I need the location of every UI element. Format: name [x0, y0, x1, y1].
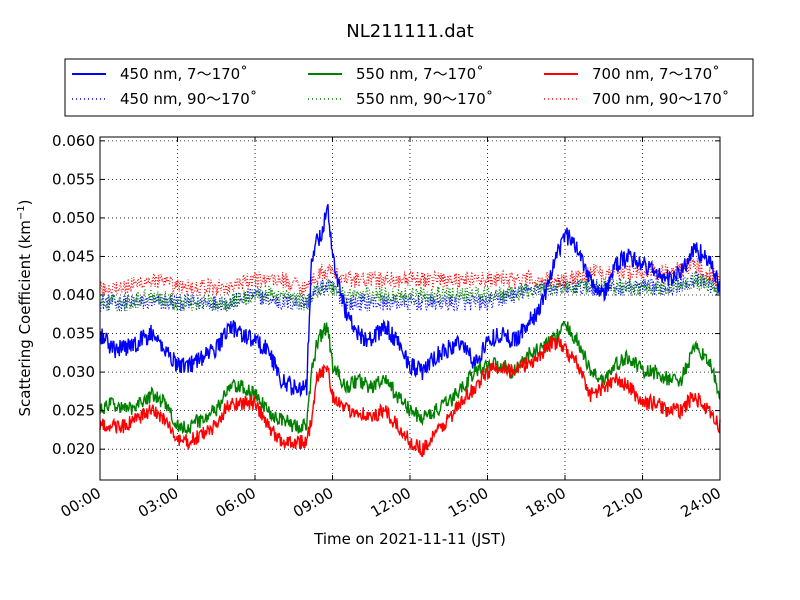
x-tick-label: 03:00: [135, 484, 181, 521]
y-tick-label: 0.030: [52, 363, 95, 381]
plot-frame: [99, 136, 721, 481]
y-tick-label: 0.050: [52, 209, 95, 227]
legend-label: 700 nm, 7～170˚: [592, 65, 720, 83]
grid: [100, 137, 720, 480]
y-axis-label-close: ): [16, 199, 34, 205]
x-tick-label: 18:00: [523, 484, 569, 521]
y-tick-label: 0.060: [52, 132, 95, 150]
x-tick-label: 24:00: [678, 484, 724, 521]
y-axis-label-superscript: −1: [16, 205, 27, 220]
legend-label: 550 nm, 90～170˚: [356, 90, 493, 108]
y-tick-label: 0.045: [52, 247, 95, 265]
y-axis-label: Scattering Coefficient (km−1): [16, 199, 34, 416]
legend-label: 450 nm, 7～170˚: [120, 65, 248, 83]
series-line: [100, 270, 721, 313]
x-tick-label: 21:00: [600, 484, 646, 521]
y-tick-label: 0.025: [52, 402, 95, 420]
x-tick-label: 09:00: [290, 484, 336, 521]
x-axis-label: Time on 2021-11-11 (JST): [313, 530, 506, 548]
legend-label: 550 nm, 7～170˚: [356, 65, 484, 83]
chart-title: NL211111.dat: [346, 21, 473, 42]
series-layer: [99, 204, 721, 458]
legend-label: 450 nm, 90～170˚: [120, 90, 257, 108]
series-line: [99, 271, 721, 312]
series-line: [99, 204, 721, 398]
x-tick-label: 12:00: [368, 484, 414, 521]
legend-frame: [64, 58, 754, 117]
x-tick-label: 06:00: [213, 484, 259, 521]
x-tick-label: 00:00: [58, 484, 104, 521]
y-tick-label: 0.020: [52, 440, 95, 458]
x-tick-label: 15:00: [445, 484, 491, 521]
series-line: [99, 335, 721, 458]
series-line: [99, 321, 721, 435]
legend: 450 nm, 7～170˚ 450 nm, 90～170˚ 550 nm, 7～1…: [64, 58, 754, 117]
y-tick-label: 0.040: [52, 286, 95, 304]
y-tick-label: 0.035: [52, 325, 95, 343]
y-tick-label: 0.055: [52, 170, 95, 188]
y-axis-label-main: Scattering Coefficient (km: [16, 220, 34, 416]
legend-label: 700 nm, 90～170˚: [592, 90, 729, 108]
